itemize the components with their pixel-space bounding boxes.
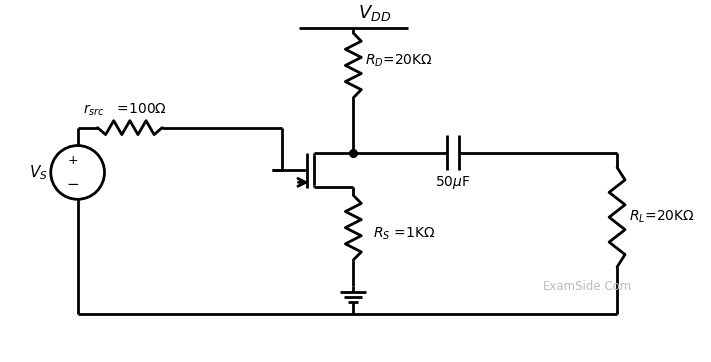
Text: $R_D$=20K$\Omega$: $R_D$=20K$\Omega$	[365, 52, 433, 69]
Text: $r_{src}$   =100$\Omega$: $r_{src}$ =100$\Omega$	[82, 101, 166, 118]
Text: $V_{DD}$: $V_{DD}$	[358, 3, 392, 23]
Text: $R_L$=20K$\Omega$: $R_L$=20K$\Omega$	[629, 209, 695, 226]
Text: +: +	[68, 154, 78, 167]
Text: ExamSide.Com: ExamSide.Com	[542, 281, 632, 293]
Text: 50$\mu$F: 50$\mu$F	[435, 174, 471, 191]
Text: $V_S$: $V_S$	[29, 163, 48, 182]
Text: −: −	[66, 177, 79, 192]
Text: $R_S$ =1K$\Omega$: $R_S$ =1K$\Omega$	[373, 226, 436, 242]
